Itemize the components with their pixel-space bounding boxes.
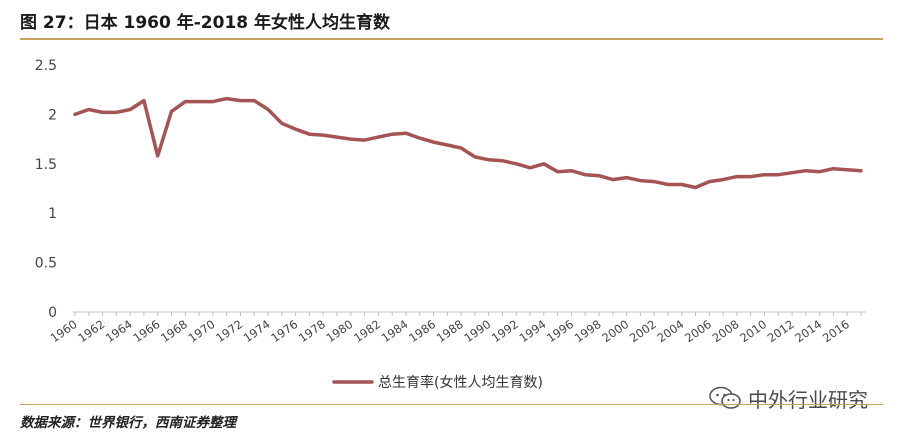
x-tick-label: 2006 [682,317,714,345]
y-tick-label: 0 [48,305,57,321]
x-tick-label: 1960 [48,317,80,345]
x-tick-label: 1994 [517,317,549,345]
y-tick-label: 2 [48,107,57,123]
x-tick-label: 1976 [268,317,300,345]
x-tick-label: 1972 [213,317,245,345]
x-tick-label: 1982 [351,317,383,345]
legend: 总生育率(女性人均生育数) [332,374,543,391]
footer-divider [20,404,883,405]
x-tick-label: 2000 [599,317,631,345]
x-tick-label: 1992 [489,317,521,345]
x-tick-label: 2008 [710,317,742,345]
watermark: 中外行业研究 [708,385,868,412]
y-axis: 0 0.5 1 1.5 2 2.5 [35,58,57,321]
x-tick-label: 1986 [406,317,438,345]
y-tick-label: 2.5 [35,58,57,74]
x-axis: 1960196219641966196819701972197419761978… [48,311,866,345]
x-tick-label: 2010 [737,317,769,345]
x-tick-label: 2004 [654,317,686,345]
x-tick-label: 1966 [130,317,162,345]
x-tick-label: 1998 [572,317,604,345]
x-tick-label: 1970 [186,317,218,345]
watermark-text: 中外行业研究 [748,387,868,412]
x-tick-label: 2014 [792,317,824,345]
wechat-icon [709,386,741,409]
page-title: 图 27：日本 1960 年-2018 年女性人均生育数 [20,13,391,33]
x-tick-label: 1980 [323,317,355,345]
x-tick-label: 2016 [820,317,852,345]
source-note: 数据来源：世界银行，西南证券整理 [20,415,236,431]
x-tick-label: 1962 [75,317,107,345]
fertility-line-chart: 00.511.522.5 196019621964196619681970197… [35,58,866,391]
x-tick-label: 1990 [461,317,493,345]
title-divider [20,38,883,40]
series-layer [73,96,863,190]
legend-label: 总生育率(女性人均生育数) [378,374,543,391]
x-tick-label: 1968 [158,317,190,345]
series-line [73,96,863,190]
x-tick-label: 1964 [103,317,135,345]
x-tick-label: 1978 [296,317,328,345]
x-tick-label: 1988 [434,317,466,345]
y-tick-label: 1.5 [35,157,57,173]
x-tick-label: 1996 [544,317,576,345]
y-tick-label: 1 [48,206,57,222]
x-tick-label: 2002 [627,317,659,345]
x-tick-label: 2012 [765,317,797,345]
y-tick-label: 0.5 [35,256,57,272]
x-tick-label: 1974 [241,317,273,345]
x-tick-label: 1984 [379,317,411,345]
